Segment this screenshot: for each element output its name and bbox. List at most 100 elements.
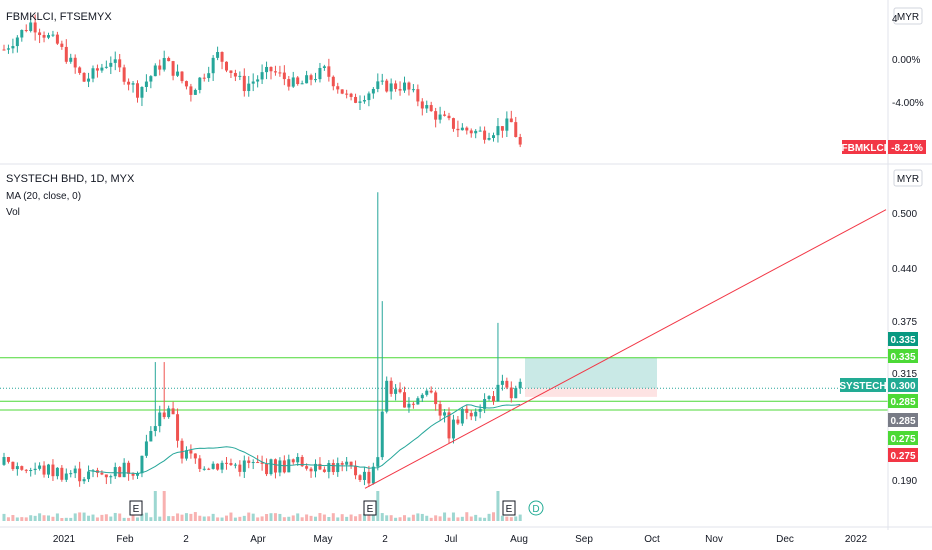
volume-bar	[140, 513, 144, 521]
index-candle	[367, 93, 371, 101]
price-tag-value: 0.335	[890, 335, 915, 346]
candle	[300, 456, 304, 467]
index-candle	[15, 37, 19, 47]
candle	[278, 460, 282, 473]
candle	[318, 463, 322, 470]
index-candle	[505, 118, 509, 131]
candle	[149, 431, 153, 442]
volume-bar	[487, 513, 491, 521]
candle	[104, 474, 108, 478]
index-candle	[478, 130, 482, 132]
index-candle	[456, 128, 460, 131]
earnings-marker	[502, 500, 516, 516]
candle	[487, 396, 491, 400]
volume-bar	[184, 513, 188, 521]
candle	[122, 462, 126, 478]
index-candle	[500, 126, 504, 131]
time-axis-label: Nov	[705, 534, 723, 545]
index-candle	[487, 138, 491, 140]
candle	[416, 398, 420, 405]
candle	[367, 471, 371, 484]
index-candle	[371, 88, 375, 94]
index-candle	[465, 127, 469, 131]
index-candle	[33, 22, 37, 33]
profit-zone	[525, 357, 657, 389]
candle	[180, 440, 184, 459]
index-candle	[100, 67, 104, 71]
index-candle	[327, 66, 331, 77]
volume-bar	[269, 513, 273, 521]
candle	[260, 462, 264, 464]
index-candle	[6, 48, 10, 50]
candle	[394, 389, 398, 394]
volume-bar	[247, 512, 251, 521]
candle	[469, 412, 473, 417]
currency-button-main[interactable]: MYR	[893, 169, 923, 187]
index-candle	[425, 105, 429, 109]
candle	[460, 408, 464, 424]
volume-bar	[336, 517, 340, 521]
currency-button-top[interactable]: MYR	[893, 7, 923, 25]
candle	[478, 408, 482, 412]
candle	[265, 463, 269, 475]
volume-bar	[443, 512, 447, 521]
volume-bar	[345, 516, 349, 521]
volume-bar	[167, 516, 171, 521]
candle	[51, 464, 55, 477]
time-axis[interactable]: 2021 Feb 2 Apr May 2 Jul Aug Sep Oct Nov Dec 2022	[53, 534, 868, 545]
candle	[42, 465, 46, 475]
volume-bar	[95, 517, 99, 521]
index-candle	[180, 71, 184, 82]
volume-bar	[42, 515, 46, 521]
dividend-marker-label: D	[532, 504, 539, 515]
volume-bar	[362, 513, 366, 521]
index-candle	[140, 86, 144, 98]
candle	[358, 475, 362, 480]
volume-bar	[380, 513, 384, 521]
volume-bar	[291, 515, 295, 521]
index-candle	[314, 79, 317, 81]
price-tag-value: 0.335	[890, 352, 915, 363]
index-candle	[198, 77, 202, 90]
index-candle	[158, 65, 162, 70]
volume-bar	[492, 512, 495, 521]
index-candle	[42, 35, 46, 38]
volume-bar	[20, 517, 24, 521]
volume-bar	[327, 516, 331, 521]
index-pane	[2, 14, 522, 148]
ma-indicator-label[interactable]: MA (20, close, 0)	[6, 191, 81, 202]
index-candle	[176, 71, 180, 76]
index-candle	[380, 80, 384, 82]
price-axis-tick: 0.315	[892, 369, 917, 380]
index-candle	[113, 59, 117, 63]
volume-bars	[2, 491, 522, 521]
time-axis-label: Jul	[445, 534, 458, 545]
index-candle	[47, 35, 50, 38]
price-tag-value: 0.275	[890, 451, 915, 462]
candle	[505, 380, 509, 388]
candle	[162, 412, 166, 418]
candle	[189, 450, 193, 454]
index-candle	[207, 73, 211, 79]
candle	[340, 463, 344, 465]
time-axis-label: Feb	[116, 534, 134, 545]
candle	[73, 468, 77, 474]
volume-bar	[47, 515, 50, 521]
candle	[305, 466, 309, 469]
candle	[33, 468, 37, 471]
index-candle	[131, 83, 135, 85]
candle	[349, 461, 353, 467]
index-candle	[73, 57, 77, 68]
index-candle	[69, 57, 73, 62]
index-candle	[189, 86, 193, 95]
volume-bar	[389, 515, 393, 521]
index-candle	[309, 75, 313, 80]
candle	[176, 414, 180, 441]
volume-indicator-label[interactable]: Vol	[6, 207, 20, 218]
price-tag	[888, 448, 918, 462]
candle	[131, 473, 135, 476]
index-candle	[153, 65, 157, 77]
candle	[398, 389, 402, 393]
